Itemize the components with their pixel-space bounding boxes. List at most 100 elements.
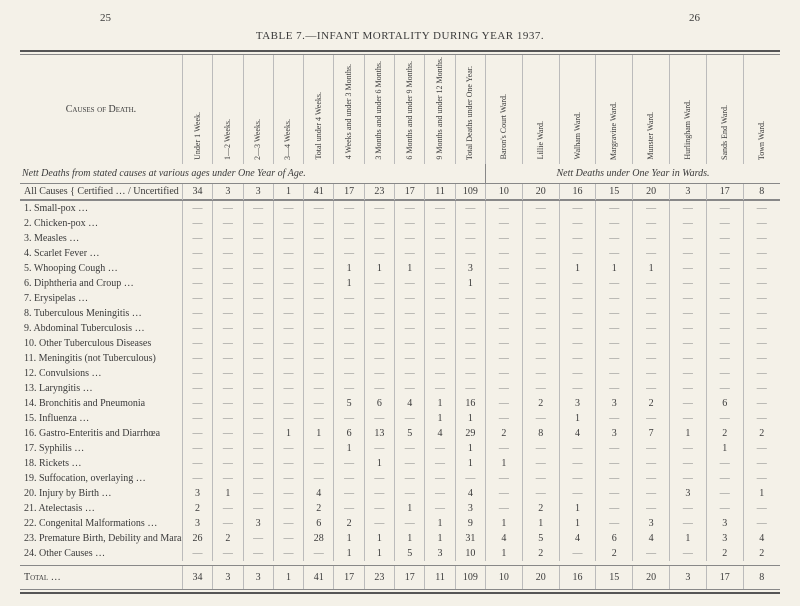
data-cell: — [182, 366, 212, 381]
data-cell: — [273, 291, 303, 306]
data-cell: — [743, 501, 780, 516]
data-cell: — [243, 231, 273, 246]
table-row: 6. Diphtheria and Croup …—————1———1—————… [20, 276, 780, 291]
data-cell: — [425, 216, 455, 231]
data-cell: 6 [364, 396, 394, 411]
data-cell: — [395, 441, 425, 456]
data-cell: — [273, 336, 303, 351]
data-cell: — [243, 531, 273, 546]
data-cell: — [522, 246, 559, 261]
data-cell: — [596, 486, 633, 501]
data-cell: — [559, 276, 596, 291]
data-cell: — [182, 216, 212, 231]
data-cell: — [243, 396, 273, 411]
data-cell: 1 [334, 261, 364, 276]
data-cell: — [425, 351, 455, 366]
cause-label: 7. Erysipelas … [20, 291, 182, 306]
cause-label: 8. Tuberculous Meningitis … [20, 306, 182, 321]
data-cell: — [425, 471, 455, 486]
table-row: 11. Meningitis (not Tuberculous)————————… [20, 351, 780, 366]
data-cell: — [596, 366, 633, 381]
data-cell: — [182, 411, 212, 426]
data-cell: — [304, 366, 334, 381]
data-cell: 1 [670, 531, 707, 546]
cause-label: 9. Abdominal Tuberculosis … [20, 321, 182, 336]
data-cell: — [670, 276, 707, 291]
data-cell: — [596, 441, 633, 456]
data-cell: — [596, 231, 633, 246]
data-cell: 1 [743, 486, 780, 501]
data-cell: 1 [486, 456, 523, 471]
data-cell: — [455, 321, 485, 336]
data-cell: 2 [743, 546, 780, 561]
header-ward-3: Margravine Ward. [596, 55, 633, 164]
data-cell: 4 [425, 426, 455, 441]
data-cell: — [273, 366, 303, 381]
data-cell: — [334, 411, 364, 426]
data-cell: — [395, 306, 425, 321]
cause-label: 12. Convulsions … [20, 366, 182, 381]
data-cell: — [364, 441, 394, 456]
data-cell: — [633, 291, 670, 306]
data-cell: 1 [425, 531, 455, 546]
data-cell: — [670, 321, 707, 336]
data-cell: 109 [455, 183, 485, 199]
data-cell: — [522, 351, 559, 366]
data-cell: — [670, 546, 707, 561]
data-cell: — [596, 411, 633, 426]
cause-label: 5. Whooping Cough … [20, 261, 182, 276]
cause-label: 4. Scarlet Fever … [20, 246, 182, 261]
data-cell: 3 [706, 531, 743, 546]
data-cell: — [706, 501, 743, 516]
cause-label: 20. Injury by Birth … [20, 486, 182, 501]
data-cell: — [334, 381, 364, 396]
data-cell: — [243, 321, 273, 336]
data-cell: 3 [633, 516, 670, 531]
data-cell: — [182, 456, 212, 471]
data-cell: — [304, 546, 334, 561]
data-cell: — [304, 411, 334, 426]
table-row: 20. Injury by Birth …31——4————4—————3—1 [20, 486, 780, 501]
data-cell: — [559, 231, 596, 246]
data-cell: — [486, 396, 523, 411]
data-cell: — [364, 276, 394, 291]
data-cell: — [243, 336, 273, 351]
cause-label: 6. Diphtheria and Croup … [20, 276, 182, 291]
data-cell: — [304, 261, 334, 276]
total-cell: 17 [334, 565, 364, 589]
data-cell: — [243, 291, 273, 306]
data-cell: — [213, 336, 243, 351]
data-cell: 4 [455, 486, 485, 501]
data-cell: 1 [596, 261, 633, 276]
data-cell: — [182, 396, 212, 411]
data-cell: 2 [522, 501, 559, 516]
data-cell: 1 [706, 441, 743, 456]
data-cell: — [243, 381, 273, 396]
data-cell: — [395, 456, 425, 471]
data-cell: — [395, 216, 425, 231]
table-row: 4. Scarlet Fever …—————————————————— [20, 246, 780, 261]
data-cell: 2 [596, 546, 633, 561]
data-cell: — [743, 261, 780, 276]
data-cell: — [425, 501, 455, 516]
data-cell: 3 [596, 426, 633, 441]
data-cell: — [334, 471, 364, 486]
data-cell: — [334, 200, 364, 216]
data-cell: 1 [395, 501, 425, 516]
data-cell: 2 [304, 501, 334, 516]
data-cell: — [522, 216, 559, 231]
data-cell: — [243, 456, 273, 471]
total-cell: 11 [425, 565, 455, 589]
data-cell: 2 [486, 426, 523, 441]
data-cell: 4 [486, 531, 523, 546]
data-cell: — [213, 441, 243, 456]
header-cause: Causes of Death. [20, 55, 182, 164]
data-cell: 29 [455, 426, 485, 441]
data-cell: — [213, 396, 243, 411]
data-cell: — [334, 306, 364, 321]
data-cell: — [182, 426, 212, 441]
data-cell: — [243, 486, 273, 501]
total-row: Total … 34 3 3 1 41 17 23 17 11 109 10 2… [20, 565, 780, 589]
data-cell: — [670, 471, 707, 486]
data-cell: — [273, 351, 303, 366]
